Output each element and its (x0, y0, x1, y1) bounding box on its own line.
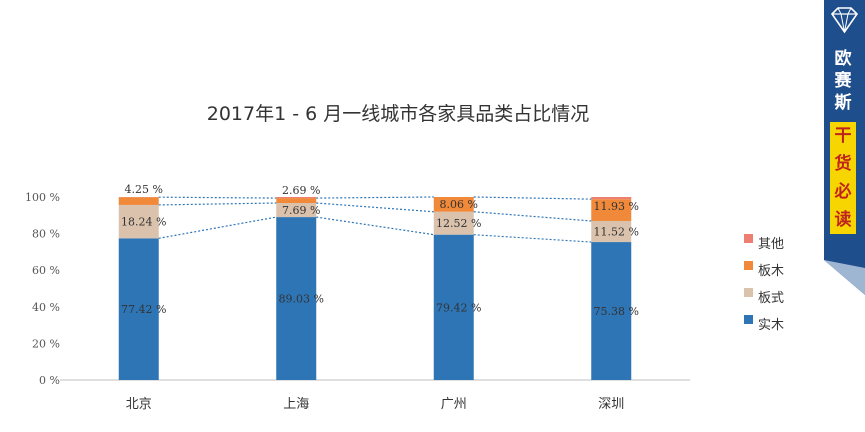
series-lines-group (158, 196, 592, 243)
bar-segment (276, 217, 317, 380)
category-label: 广州 (441, 397, 467, 412)
series-line (158, 216, 277, 239)
legend-label: 实木 (758, 318, 784, 333)
category-label: 深圳 (598, 397, 624, 412)
banner-text: 欧 赛 斯 干 货 必 读 (830, 48, 856, 234)
data-label: 7.69 % (282, 204, 320, 217)
y-tick-label: 100 % (25, 191, 60, 204)
y-tick-label: 0 % (39, 374, 60, 387)
bar-segment (276, 197, 317, 199)
data-label: 77.42 % (121, 303, 166, 316)
y-tick-label: 20 % (32, 337, 60, 350)
data-label: 79.42 % (436, 301, 481, 314)
banner-highlight-char: 货 (830, 150, 856, 178)
banner-highlight-char: 读 (830, 206, 856, 234)
data-label: 11.93 % (594, 200, 639, 213)
bar-segment (591, 199, 632, 221)
legend-swatch (744, 288, 753, 297)
legend-swatch (744, 261, 753, 270)
bar-segment (118, 238, 159, 380)
banner-highlight-char: 干 (830, 122, 856, 150)
bar-segment (118, 204, 159, 239)
series-line (316, 216, 434, 236)
data-label: 75.38 % (594, 305, 639, 318)
category-label: 北京 (126, 397, 152, 412)
legend-swatch (744, 234, 753, 243)
series-line (473, 234, 592, 243)
legend-swatch (744, 315, 753, 324)
banner-char: 斯 (834, 93, 852, 113)
banner-char: 欧 (834, 49, 852, 69)
series-line (473, 211, 592, 222)
legend-label: 板式 (758, 291, 784, 306)
data-label: 2.69 % (282, 184, 320, 197)
bar-segment (591, 242, 632, 380)
data-labels-group: 77.42 % 18.24 % 4.25 % 89.03 % 7.69 % 2.69 % 7… (121, 183, 639, 318)
diamond-icon (830, 7, 859, 34)
banner-fold (824, 260, 865, 295)
banner-char: 赛 (834, 71, 852, 91)
data-label: 8.06 % (440, 198, 478, 211)
bar-segment (433, 197, 474, 212)
series-line (316, 196, 434, 199)
bar-segment (433, 211, 474, 235)
data-label: 11.52 % (594, 226, 639, 239)
bar-segment (433, 234, 474, 380)
legend-label: 板木 (758, 264, 784, 279)
data-label: 12.52 % (436, 217, 481, 230)
y-tick-label: 80 % (32, 228, 60, 241)
chart-title: 2017年1 - 6 月一线城市各家具品类占比情况 (207, 103, 590, 125)
series-line (158, 202, 277, 206)
legend-label: 其他 (758, 237, 784, 252)
y-axis: 0 % 20 % 40 % 60 % 80 % 100 % (25, 191, 690, 387)
y-tick-label: 40 % (32, 301, 60, 314)
data-label: 89.03 % (279, 293, 324, 306)
bar-segment (276, 203, 317, 218)
bars-group (118, 197, 632, 380)
data-label: 4.25 % (125, 183, 163, 196)
banner-highlight-char: 必 (830, 178, 856, 206)
y-tick-label: 60 % (32, 264, 60, 277)
series-line (158, 196, 277, 199)
category-labels-group: 北京 上海 广州 深圳 (126, 397, 625, 412)
bar-segment (118, 197, 159, 205)
series-line (316, 202, 434, 213)
data-label: 18.24 % (121, 216, 166, 229)
category-label: 上海 (283, 397, 309, 412)
bar-segment (591, 220, 632, 243)
bar-segment (591, 197, 632, 200)
bar-segment (276, 198, 317, 204)
series-line (473, 196, 592, 200)
